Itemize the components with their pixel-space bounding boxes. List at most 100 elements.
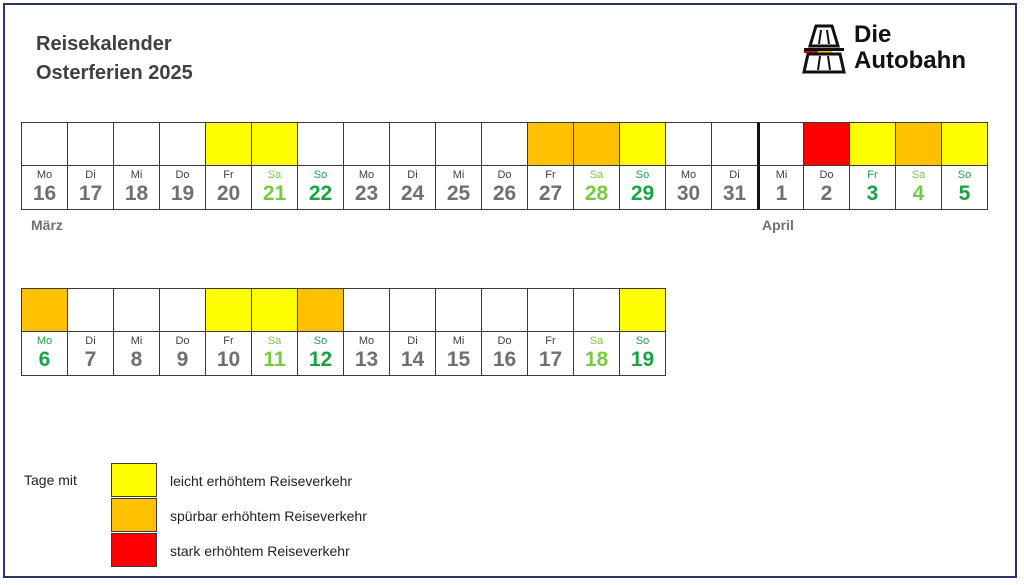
day-number: 28	[584, 182, 609, 205]
day-number: 31	[722, 182, 747, 205]
traffic-level-cell	[113, 122, 160, 166]
day-label: So 5	[941, 166, 988, 210]
calendar-day: Mi 15	[435, 288, 482, 376]
weekday-label: So	[313, 169, 328, 181]
day-number: 26	[492, 182, 517, 205]
day-label: Mi 1	[757, 166, 804, 210]
weekday-label: Do	[175, 169, 190, 181]
weekday-label: Di	[729, 169, 740, 181]
legend-label-heavy: stark erhöhtem Reiseverkehr	[170, 543, 350, 559]
calendar-day: So 22	[297, 122, 344, 210]
calendar-day: Mo 13	[343, 288, 390, 376]
traffic-level-cell	[619, 122, 666, 166]
traffic-level-cell	[527, 122, 574, 166]
day-number: 5	[958, 182, 971, 205]
traffic-level-cell	[159, 288, 206, 332]
traffic-level-cell	[665, 122, 712, 166]
weekday-label: Mo	[36, 169, 53, 181]
day-number: 10	[216, 348, 241, 371]
day-number: 29	[630, 182, 655, 205]
calendar-day: Sa 4	[895, 122, 942, 210]
day-label: Mi 25	[435, 166, 482, 210]
traffic-level-cell	[21, 122, 68, 166]
traffic-level-cell	[481, 122, 528, 166]
weekday-label: Fr	[867, 169, 878, 181]
weekday-label: So	[957, 169, 972, 181]
day-number: 25	[446, 182, 471, 205]
day-label: Fr 17	[527, 332, 574, 376]
traffic-level-cell	[67, 288, 114, 332]
calendar-row-1: Mo 16 Di 17 Mi 18 Do 19 Fr 20 Sa 21 So 22 Mo 23 Di 24 Mi 25…	[21, 122, 988, 210]
traffic-level-cell	[573, 122, 620, 166]
weekday-label: Do	[819, 169, 834, 181]
day-label: Mi 8	[113, 332, 160, 376]
calendar-day: Mi 8	[113, 288, 160, 376]
day-label: Sa 4	[895, 166, 942, 210]
traffic-level-cell	[113, 288, 160, 332]
day-label: Do 16	[481, 332, 528, 376]
day-number: 19	[170, 182, 195, 205]
calendar-day: Sa 11	[251, 288, 298, 376]
day-label: Mo 13	[343, 332, 390, 376]
legend-swatch-heavy	[111, 533, 157, 567]
traffic-level-cell	[159, 122, 206, 166]
logo-line-1: Die	[854, 21, 892, 48]
day-label: Mo 30	[665, 166, 712, 210]
day-number: 8	[130, 348, 143, 371]
traffic-level-cell	[435, 122, 482, 166]
calendar-day: Mi 25	[435, 122, 482, 210]
day-number: 6	[38, 348, 51, 371]
weekday-label: Fr	[223, 169, 234, 181]
day-label: Do 2	[803, 166, 850, 210]
day-label: Sa 28	[573, 166, 620, 210]
day-number: 3	[866, 182, 879, 205]
weekday-label: Di	[407, 169, 418, 181]
weekday-label: Mi	[130, 335, 143, 347]
traffic-level-cell	[343, 288, 390, 332]
day-label: Di 14	[389, 332, 436, 376]
day-number: 18	[124, 182, 149, 205]
calendar-day: Do 19	[159, 122, 206, 210]
calendar-day: So 29	[619, 122, 666, 210]
traffic-level-cell	[803, 122, 850, 166]
weekday-label: So	[635, 169, 650, 181]
traffic-level-cell	[297, 122, 344, 166]
weekday-label: Mo	[358, 169, 375, 181]
calendar-day: Mi 18	[113, 122, 160, 210]
page-title: Reisekalender Osterferien 2025	[36, 30, 193, 88]
weekday-label: Do	[497, 335, 512, 347]
calendar-day: Mo 16	[21, 122, 68, 210]
title-line-2: Osterferien 2025	[36, 62, 193, 84]
weekday-label: Sa	[267, 335, 282, 347]
day-label: Di 24	[389, 166, 436, 210]
legend-swatch-light	[111, 463, 157, 497]
autobahn-logo: Die Autobahn	[802, 22, 992, 78]
road-logo-icon	[802, 24, 846, 74]
day-number: 4	[912, 182, 925, 205]
calendar-day: So 19	[619, 288, 666, 376]
calendar-day: Fr 10	[205, 288, 252, 376]
weekday-label: Di	[407, 335, 418, 347]
weekday-label: Mi	[452, 169, 465, 181]
day-number: 19	[630, 348, 655, 371]
weekday-label: Sa	[589, 169, 604, 181]
calendar-day: Fr 20	[205, 122, 252, 210]
day-label: Mo 23	[343, 166, 390, 210]
calendar-day: Do 2	[803, 122, 850, 210]
day-number: 22	[308, 182, 333, 205]
weekday-label: Do	[175, 335, 190, 347]
weekday-label: Mo	[36, 335, 53, 347]
day-number: 9	[176, 348, 189, 371]
calendar-day: Mo 6	[21, 288, 68, 376]
traffic-level-cell	[251, 288, 298, 332]
traffic-level-cell	[711, 122, 758, 166]
weekday-label: So	[635, 335, 650, 347]
calendar-day: Sa 28	[573, 122, 620, 210]
calendar-day: So 12	[297, 288, 344, 376]
day-number: 11	[263, 348, 286, 371]
day-label: So 12	[297, 332, 344, 376]
day-label: Mi 15	[435, 332, 482, 376]
weekday-label: Mi	[452, 335, 465, 347]
calendar-day: Sa 18	[573, 288, 620, 376]
traffic-level-cell	[389, 288, 436, 332]
